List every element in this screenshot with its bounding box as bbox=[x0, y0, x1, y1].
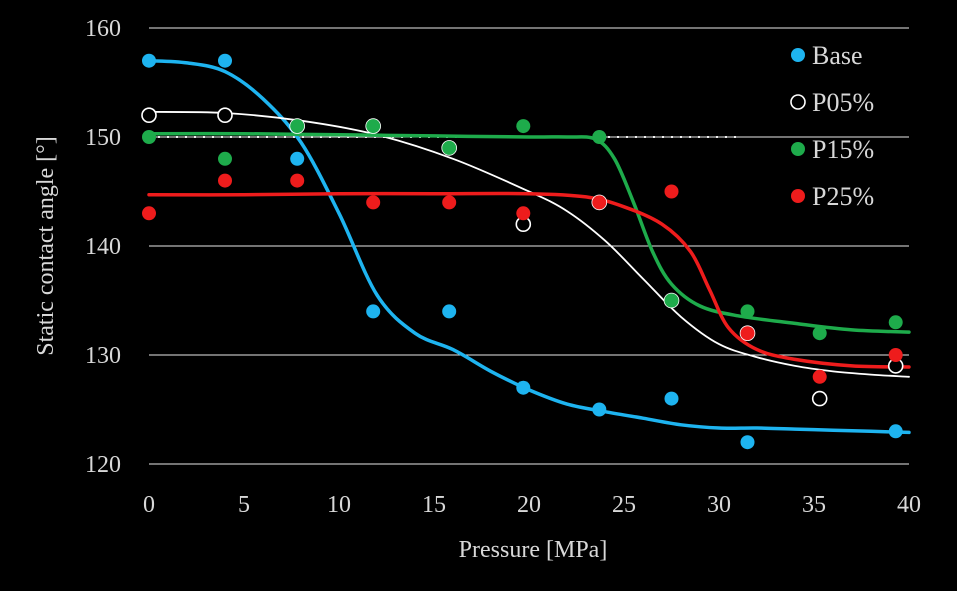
point-p15 bbox=[290, 119, 305, 134]
legend-label-p05: P05% bbox=[812, 88, 874, 117]
point-p25 bbox=[218, 173, 232, 188]
x-tick-label: 25 bbox=[612, 492, 636, 518]
point-base bbox=[592, 402, 607, 417]
point-base bbox=[218, 53, 232, 68]
legend-marker-p05 bbox=[790, 94, 806, 110]
fit-curve-p15 bbox=[147, 131, 911, 334]
x-tick-label: 15 bbox=[422, 492, 446, 518]
point-p05 bbox=[811, 390, 828, 407]
legend-marker-p25 bbox=[791, 189, 805, 203]
x-tick-label: 0 bbox=[143, 492, 155, 518]
point-base bbox=[664, 391, 679, 406]
x-tick-label: 35 bbox=[802, 492, 826, 518]
legend: Base P05% P15% P25% bbox=[790, 41, 874, 211]
point-p25 bbox=[740, 326, 755, 341]
point-base bbox=[290, 151, 305, 166]
legend-label-base: Base bbox=[812, 41, 863, 70]
y-tick-labels: 120 130 140 150 160 bbox=[85, 16, 121, 478]
x-tick-label: 10 bbox=[327, 492, 351, 518]
point-p25 bbox=[812, 369, 827, 384]
fit-curves bbox=[147, 58, 911, 435]
point-p15 bbox=[592, 130, 607, 144]
data-points bbox=[141, 53, 904, 450]
point-p25 bbox=[592, 195, 607, 210]
y-axis-title: Static contact angle [°] bbox=[33, 136, 59, 356]
point-p05 bbox=[141, 107, 157, 123]
point-p25 bbox=[664, 184, 679, 199]
point-p15 bbox=[664, 293, 679, 308]
point-p15 bbox=[142, 130, 156, 144]
fit-curve-p05 bbox=[148, 111, 910, 378]
legend-label-p15: P15% bbox=[812, 135, 874, 164]
point-base bbox=[366, 304, 381, 319]
point-base bbox=[516, 380, 531, 395]
gridlines bbox=[149, 27, 909, 465]
point-p15 bbox=[366, 119, 381, 134]
point-p25 bbox=[442, 195, 457, 210]
y-tick-label: 130 bbox=[85, 343, 121, 369]
point-base bbox=[888, 424, 903, 439]
point-p15 bbox=[218, 151, 232, 166]
y-tick-label: 120 bbox=[85, 452, 121, 478]
x-tick-label: 40 bbox=[897, 492, 921, 518]
point-p15 bbox=[442, 140, 457, 155]
fit-curve-p25 bbox=[147, 191, 911, 369]
y-tick-label: 150 bbox=[85, 125, 121, 151]
point-p15 bbox=[740, 304, 755, 319]
point-p25 bbox=[516, 206, 531, 221]
point-base bbox=[442, 304, 457, 319]
point-p25 bbox=[290, 173, 305, 188]
y-tick-label: 140 bbox=[85, 234, 121, 260]
point-p15 bbox=[516, 119, 531, 134]
legend-marker-p15 bbox=[791, 142, 805, 156]
point-p25 bbox=[366, 195, 381, 210]
x-tick-label: 5 bbox=[238, 492, 250, 518]
point-base bbox=[142, 53, 156, 68]
point-p25 bbox=[142, 206, 156, 221]
point-p25 bbox=[888, 348, 903, 362]
point-p15 bbox=[812, 326, 827, 341]
x-axis-title: Pressure [MPa] bbox=[459, 537, 608, 563]
x-tick-labels: 0 5 10 15 20 25 30 35 40 bbox=[143, 492, 921, 518]
legend-label-p25: P25% bbox=[812, 182, 874, 211]
x-tick-label: 20 bbox=[517, 492, 541, 518]
y-tick-label: 160 bbox=[85, 16, 121, 42]
point-base bbox=[740, 435, 755, 450]
x-tick-label: 30 bbox=[707, 492, 731, 518]
point-p05 bbox=[217, 107, 233, 123]
point-p15 bbox=[888, 315, 903, 330]
legend-marker-base bbox=[791, 48, 805, 62]
